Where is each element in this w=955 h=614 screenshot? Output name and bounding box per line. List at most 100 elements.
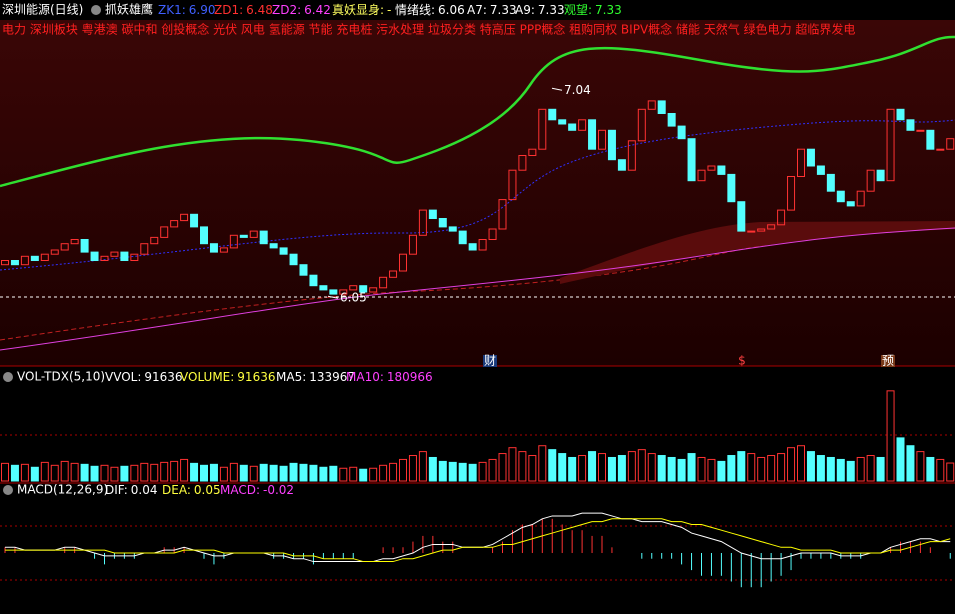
candle (279, 247, 288, 255)
candle (488, 228, 497, 240)
volume-bar (60, 460, 69, 482)
item: A7: 7.33 (467, 3, 517, 17)
candle (140, 243, 149, 255)
volume-bar (50, 464, 59, 482)
item: VOLUME: 91636 (180, 370, 275, 384)
candle (90, 251, 99, 262)
volume-bar (319, 466, 328, 482)
volume-bar (558, 453, 567, 482)
volume-bar (806, 451, 815, 482)
volume-bar (80, 463, 89, 482)
volume-bar (259, 463, 268, 482)
candle (229, 234, 238, 249)
volume-bar (90, 465, 99, 482)
volume-bar (757, 456, 766, 482)
candle (100, 255, 109, 261)
volume-bar (588, 451, 597, 482)
candle (578, 119, 587, 131)
candle (80, 239, 89, 253)
candle (757, 228, 766, 232)
volume-bar (150, 463, 159, 482)
volume-bar (727, 455, 736, 482)
candle (219, 247, 228, 253)
candle (707, 165, 716, 171)
candle (160, 226, 169, 238)
candle (478, 239, 487, 251)
candle (379, 276, 388, 289)
volume-bar (777, 453, 786, 482)
volume-bar (856, 456, 865, 482)
candle (528, 148, 537, 156)
volume-bar (528, 455, 537, 482)
volume-bar (190, 462, 199, 482)
candle (846, 201, 855, 207)
vol-title: VOL-TDX(5,10) (17, 370, 105, 384)
item: MACD: -0.02 (220, 483, 294, 497)
candle (20, 255, 29, 266)
volume-bar (826, 456, 835, 482)
volume-bar (677, 458, 686, 482)
volume-bar (607, 456, 616, 482)
candle (130, 253, 139, 261)
candle (249, 230, 258, 238)
icon (3, 485, 13, 495)
channel-green (0, 35, 955, 188)
candle (239, 234, 248, 238)
annotation-arrow (327, 295, 339, 299)
volume-bar (379, 464, 388, 482)
candle (777, 209, 786, 226)
candle (110, 251, 119, 257)
candle (548, 108, 557, 121)
candle (677, 125, 686, 140)
volume-bar (180, 458, 189, 482)
candle (637, 108, 646, 142)
item: MA5: 133967 (276, 370, 355, 384)
marker: $ (738, 354, 746, 368)
candle (399, 253, 407, 272)
volume-bar (269, 464, 278, 482)
candle (170, 220, 179, 228)
candle (826, 173, 835, 192)
candle (10, 260, 19, 266)
header: 深圳能源(日线) 抓妖雄鹰 ZK1: 6.90 ZD1: 6.48 ZD2: 6.42… (2, 2, 855, 37)
candle (309, 274, 318, 287)
candle (150, 236, 159, 245)
volume-bar (289, 462, 298, 482)
candle (359, 285, 368, 293)
volume-bar (886, 390, 895, 482)
candle (70, 239, 79, 245)
volume-bar (468, 463, 477, 482)
price-annotation: 6.05 (340, 291, 367, 305)
candle (588, 119, 597, 150)
item: 真妖显身: - (332, 2, 391, 17)
candle (508, 169, 517, 201)
candle (697, 169, 706, 182)
candle (40, 253, 49, 261)
candle (458, 230, 467, 245)
volume-bar (418, 451, 427, 482)
candle (299, 264, 308, 276)
volume-bar (359, 468, 368, 482)
candle (120, 251, 129, 262)
candle (886, 108, 895, 182)
candle (518, 155, 527, 171)
candle (598, 129, 606, 150)
volume-bar (448, 461, 457, 482)
volume-bar (408, 455, 417, 482)
volume-bar (737, 451, 746, 482)
marker: 预 (882, 354, 894, 368)
volume-bar (279, 465, 288, 482)
volume-bar (816, 455, 825, 482)
volume-bar (219, 466, 228, 482)
volume-bar (299, 463, 308, 482)
volume-bar (140, 462, 149, 482)
candle (767, 224, 776, 230)
marker-box (483, 355, 497, 367)
candle (1, 260, 9, 266)
candle (856, 190, 865, 207)
ma-red (0, 223, 955, 341)
candle (200, 226, 208, 245)
volume-bar (697, 456, 706, 482)
symbol: 深圳能源(日线) (2, 3, 83, 17)
